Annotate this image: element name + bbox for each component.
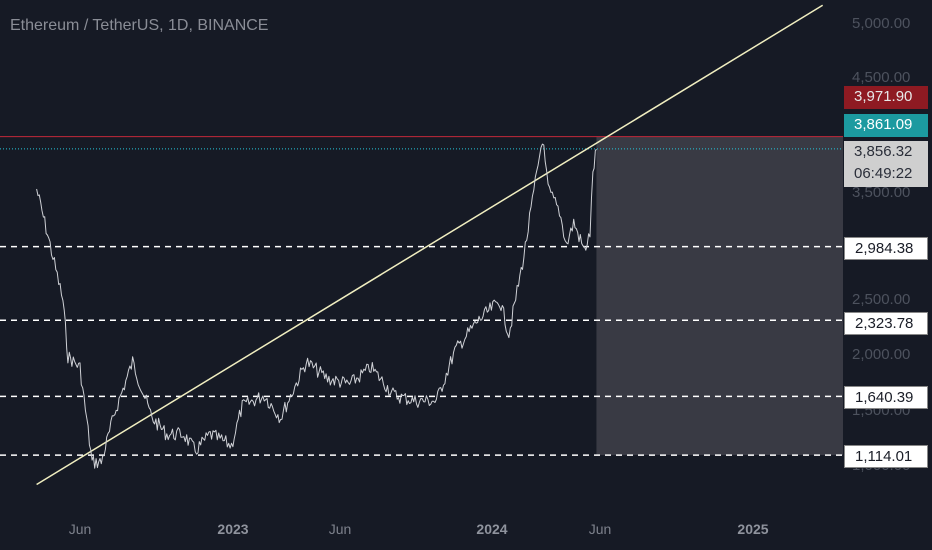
y-tick: 5,000.00 bbox=[852, 15, 911, 32]
y-tick: 4,500.00 bbox=[852, 69, 911, 86]
symbol-title: Ethereum / TetherUS, 1D, BINANCE bbox=[10, 17, 269, 34]
close-price-label: 3,856.32 06:49:22 bbox=[844, 141, 928, 187]
y-tick: 2,000.00 bbox=[852, 346, 911, 363]
x-tick: Jun bbox=[588, 521, 612, 537]
level-label: 2,323.78 bbox=[844, 312, 928, 335]
projection-box bbox=[596, 136, 843, 456]
close-price-value: 3,856.32 bbox=[854, 143, 913, 160]
last-price-label: 3,861.09 bbox=[844, 114, 928, 137]
price-series-line bbox=[36, 143, 597, 469]
trendline bbox=[36, 4, 824, 486]
x-tick: 2024 bbox=[476, 521, 508, 537]
y-tick: 3,500.00 bbox=[852, 184, 911, 201]
x-tick: Jun bbox=[328, 521, 352, 537]
level-label: 2,984.38 bbox=[844, 237, 928, 260]
x-tick: 2025 bbox=[737, 521, 769, 537]
level-label: 1,640.39 bbox=[844, 386, 928, 409]
x-tick: 2023 bbox=[217, 521, 249, 537]
y-tick: 2,500.00 bbox=[852, 291, 911, 308]
resistance-price-label: 3,971.90 bbox=[844, 86, 928, 109]
level-label: 1,114.01 bbox=[844, 445, 928, 468]
bar-countdown: 06:49:22 bbox=[854, 165, 913, 182]
x-tick: Jun bbox=[68, 521, 92, 537]
